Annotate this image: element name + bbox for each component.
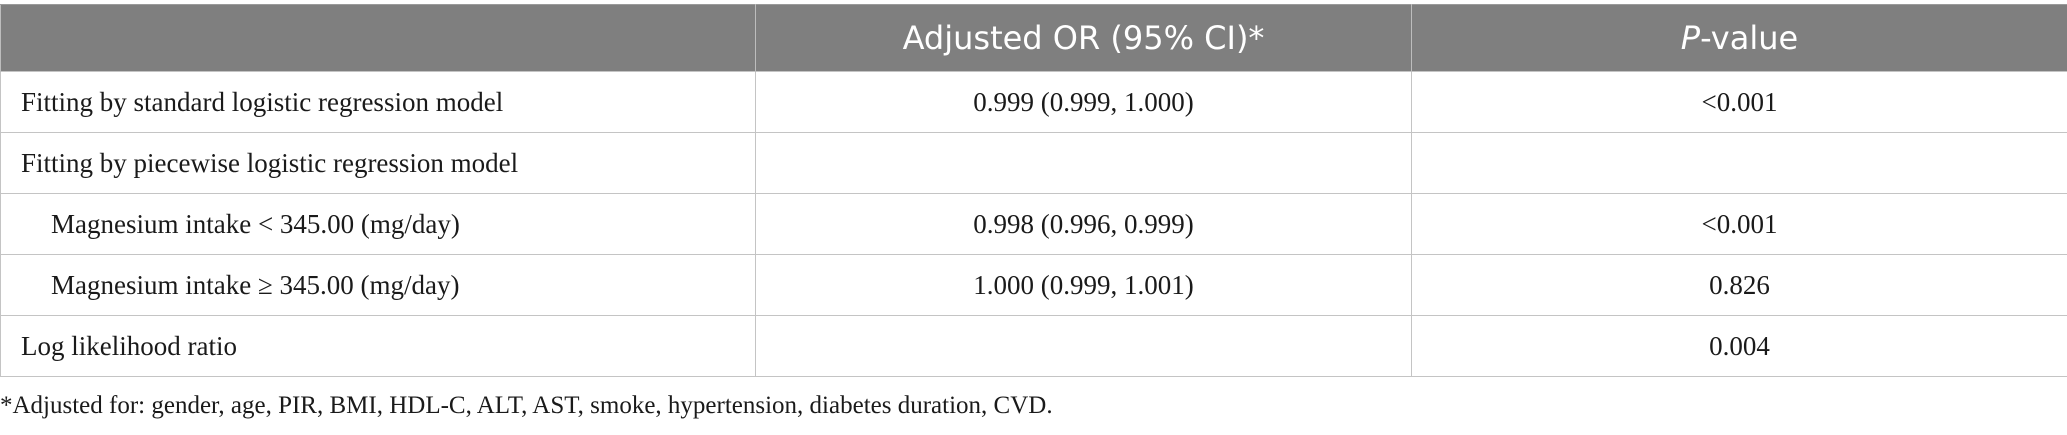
table-row: Log likelihood ratio 0.004 bbox=[0, 315, 2067, 377]
results-table-container: Adjusted OR (95% CI)* P-value Fitting by… bbox=[0, 4, 2067, 377]
header-p-value: P-value bbox=[1411, 4, 2067, 72]
row-or-value: 1.000 (0.999, 1.001) bbox=[755, 254, 1412, 316]
row-or-value: 0.998 (0.996, 0.999) bbox=[755, 193, 1412, 255]
row-p-value bbox=[1411, 132, 2067, 194]
row-p-value: 0.826 bbox=[1411, 254, 2067, 316]
table-row: Magnesium intake < 345.00 (mg/day) 0.998… bbox=[0, 193, 2067, 255]
row-p-value: <0.001 bbox=[1411, 193, 2067, 255]
row-label: Fitting by piecewise logistic regression… bbox=[0, 132, 756, 194]
table-row: Magnesium intake ≥ 345.00 (mg/day) 1.000… bbox=[0, 254, 2067, 316]
results-table: Adjusted OR (95% CI)* P-value Fitting by… bbox=[0, 4, 2067, 377]
row-label: Log likelihood ratio bbox=[0, 315, 756, 377]
table-footnote: *Adjusted for: gender, age, PIR, BMI, HD… bbox=[0, 392, 1053, 419]
row-or-value bbox=[755, 132, 1412, 194]
row-p-value: <0.001 bbox=[1411, 71, 2067, 133]
row-label: Magnesium intake < 345.00 (mg/day) bbox=[0, 193, 756, 255]
row-label: Fitting by standard logistic regression … bbox=[0, 71, 756, 133]
row-or-value bbox=[755, 315, 1412, 377]
row-or-value: 0.999 (0.999, 1.000) bbox=[755, 71, 1412, 133]
header-adjusted-or: Adjusted OR (95% CI)* bbox=[755, 4, 1412, 72]
header-p-suffix: -value bbox=[1700, 19, 1799, 57]
header-p-italic: P bbox=[1680, 19, 1701, 57]
row-label: Magnesium intake ≥ 345.00 (mg/day) bbox=[0, 254, 756, 316]
table-row: Fitting by standard logistic regression … bbox=[0, 71, 2067, 133]
header-cell-blank bbox=[0, 4, 756, 72]
table-row: Fitting by piecewise logistic regression… bbox=[0, 132, 2067, 194]
row-p-value: 0.004 bbox=[1411, 315, 2067, 377]
table-header-row: Adjusted OR (95% CI)* P-value bbox=[0, 4, 2067, 72]
